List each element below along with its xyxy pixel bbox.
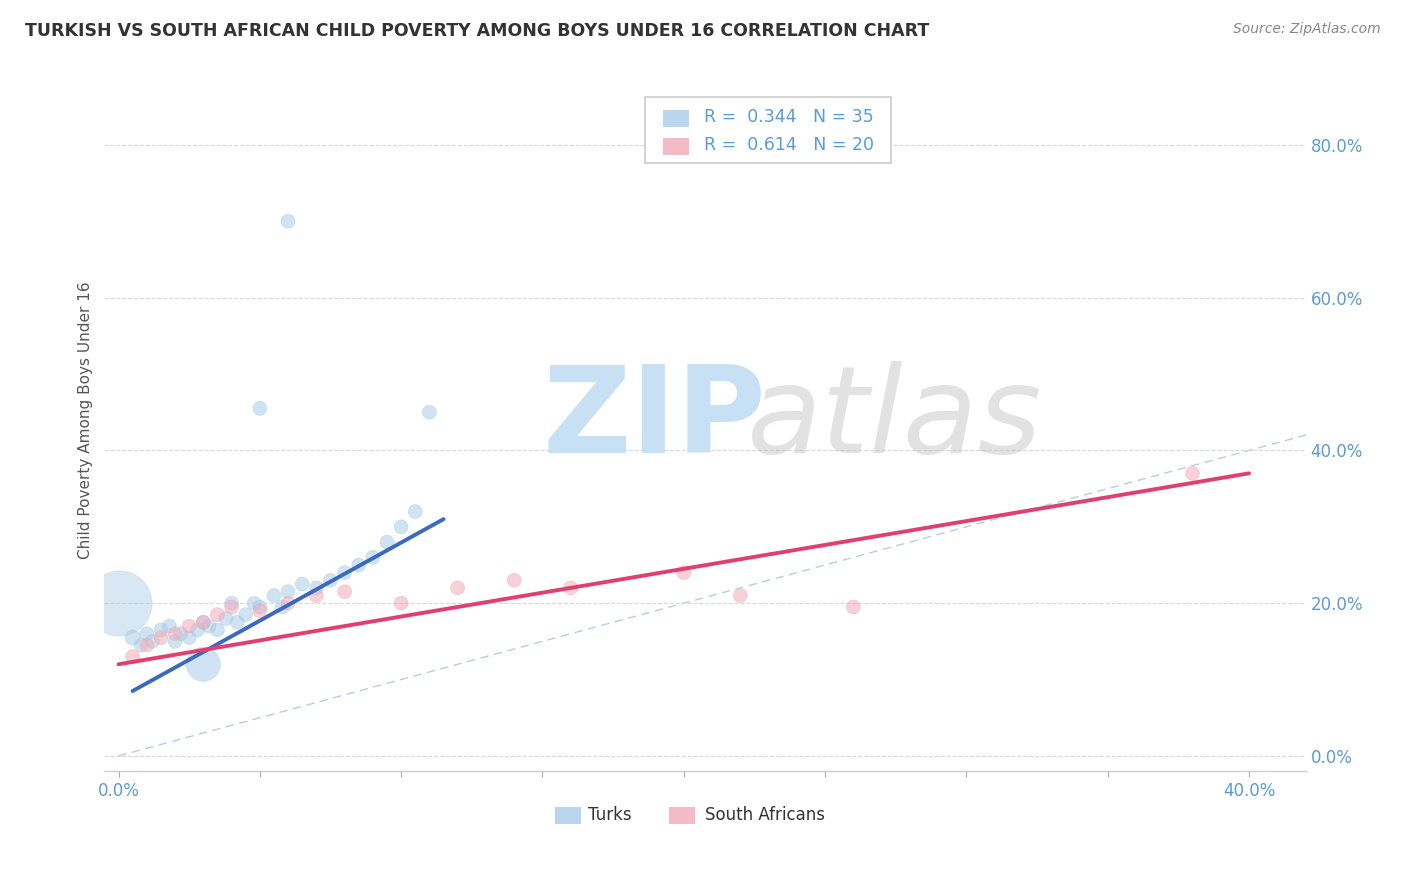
FancyBboxPatch shape xyxy=(669,807,696,824)
Point xyxy=(333,566,356,580)
Point xyxy=(277,596,299,610)
Point xyxy=(129,638,152,652)
Text: TURKISH VS SOUTH AFRICAN CHILD POVERTY AMONG BOYS UNDER 16 CORRELATION CHART: TURKISH VS SOUTH AFRICAN CHILD POVERTY A… xyxy=(25,22,929,40)
Point xyxy=(193,657,215,672)
Text: Source: ZipAtlas.com: Source: ZipAtlas.com xyxy=(1233,22,1381,37)
Point xyxy=(730,589,752,603)
Point xyxy=(226,615,249,630)
Point xyxy=(207,623,229,637)
Point xyxy=(179,631,201,645)
Point xyxy=(375,535,398,549)
Point xyxy=(263,589,285,603)
Point xyxy=(291,577,314,591)
Point xyxy=(447,581,470,595)
Point xyxy=(215,611,238,625)
Point xyxy=(193,615,215,630)
Point xyxy=(249,401,271,416)
Point xyxy=(121,631,143,645)
Point xyxy=(193,615,215,630)
Text: R =  0.344   N = 35: R = 0.344 N = 35 xyxy=(704,108,873,126)
Point xyxy=(404,504,426,518)
Point xyxy=(418,405,440,419)
Text: Turks: Turks xyxy=(589,806,633,824)
Point xyxy=(277,584,299,599)
Point xyxy=(1181,467,1204,481)
Point xyxy=(243,596,266,610)
Point xyxy=(249,604,271,618)
Point xyxy=(672,566,695,580)
Point xyxy=(141,634,163,648)
Point xyxy=(179,619,201,633)
Point xyxy=(149,623,172,637)
Point xyxy=(221,596,243,610)
Point xyxy=(198,619,221,633)
Point xyxy=(389,596,412,610)
Point xyxy=(149,631,172,645)
Point xyxy=(121,649,143,664)
Text: R =  0.614   N = 20: R = 0.614 N = 20 xyxy=(704,136,873,154)
Y-axis label: Child Poverty Among Boys Under 16: Child Poverty Among Boys Under 16 xyxy=(79,281,93,558)
Point xyxy=(235,607,257,622)
FancyBboxPatch shape xyxy=(645,96,891,163)
Text: South Africans: South Africans xyxy=(704,806,825,824)
Point xyxy=(361,550,384,565)
Point xyxy=(503,574,526,588)
Point xyxy=(347,558,370,572)
Point xyxy=(389,520,412,534)
Point xyxy=(163,626,186,640)
Point xyxy=(333,584,356,599)
Point xyxy=(207,607,229,622)
Point xyxy=(560,581,582,595)
Point xyxy=(135,626,157,640)
Point xyxy=(170,626,193,640)
Point xyxy=(305,589,328,603)
Point xyxy=(305,581,328,595)
Text: atlas: atlas xyxy=(747,361,1042,478)
Point xyxy=(135,638,157,652)
Point xyxy=(157,619,180,633)
Point xyxy=(249,599,271,614)
Point xyxy=(107,596,129,610)
Text: ZIP: ZIP xyxy=(543,361,766,478)
FancyBboxPatch shape xyxy=(555,807,581,824)
FancyBboxPatch shape xyxy=(662,138,689,155)
Point xyxy=(271,599,294,614)
FancyBboxPatch shape xyxy=(662,110,689,127)
Point xyxy=(187,623,209,637)
Point xyxy=(277,214,299,228)
Point xyxy=(221,599,243,614)
Point xyxy=(319,574,342,588)
Point xyxy=(842,599,865,614)
Point xyxy=(163,634,186,648)
